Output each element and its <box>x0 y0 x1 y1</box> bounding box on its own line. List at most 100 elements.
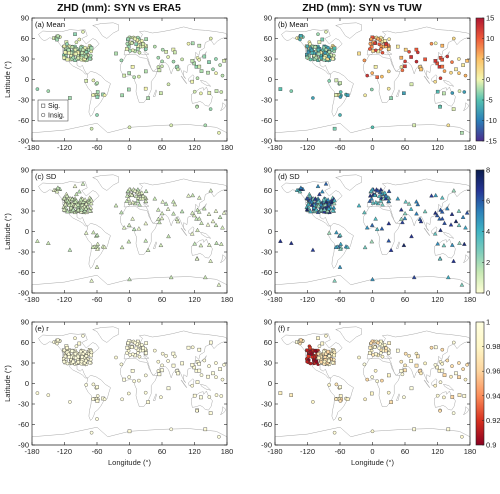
x-tick-label: -180 <box>24 143 39 152</box>
x-tick-label: 60 <box>401 447 409 456</box>
station-point <box>199 395 203 400</box>
coastline <box>462 102 470 112</box>
station-point <box>77 189 82 194</box>
station-point <box>316 32 320 36</box>
station-point <box>433 59 438 63</box>
station-point <box>433 383 437 388</box>
station-point <box>438 380 443 384</box>
station-point <box>370 125 375 130</box>
coastline <box>334 22 362 39</box>
station-point <box>83 230 89 235</box>
coastline <box>38 181 100 227</box>
station-point <box>327 50 332 54</box>
x-tick-label: -60 <box>335 295 346 304</box>
station-point <box>137 378 141 383</box>
station-point <box>383 193 389 198</box>
x-tick-label: -180 <box>24 295 39 304</box>
station-point <box>414 59 419 64</box>
station-point <box>214 57 218 61</box>
station-point <box>409 233 414 239</box>
station-point <box>89 46 94 51</box>
station-point <box>63 50 68 55</box>
station-point <box>440 43 445 48</box>
station-point <box>190 41 195 46</box>
station-point <box>369 45 374 49</box>
station-point <box>180 57 184 62</box>
station-point <box>88 201 94 206</box>
y-tick-label: 90 <box>21 14 29 23</box>
station-point <box>418 219 424 224</box>
y-axis-label: Latitude (°) <box>3 61 12 98</box>
station-point <box>143 198 149 203</box>
station-point <box>457 361 461 365</box>
station-point <box>119 362 124 367</box>
colorbar-tick-label: 0.92 <box>486 416 500 425</box>
station-point <box>326 45 330 50</box>
station-point <box>160 47 165 52</box>
station-point <box>131 352 135 357</box>
station-point <box>325 197 331 202</box>
legend-box <box>37 99 69 122</box>
coastline <box>38 333 100 379</box>
station-point <box>140 343 144 347</box>
station-point <box>326 349 330 354</box>
station-point <box>331 201 337 206</box>
y-tick-label: -60 <box>18 116 29 125</box>
station-point <box>379 351 383 355</box>
station-point <box>95 241 100 246</box>
station-point <box>450 395 455 399</box>
y-tick-label: 0 <box>268 379 272 388</box>
station-point <box>386 188 392 193</box>
marker-legend: Sig. Insig. <box>37 99 69 122</box>
station-point <box>169 123 173 128</box>
coastline <box>200 231 211 239</box>
station-point <box>88 56 92 61</box>
y-tick-label: -30 <box>261 400 272 409</box>
station-point <box>378 198 384 203</box>
station-point <box>129 192 135 197</box>
x-tick-label: 60 <box>158 143 166 152</box>
y-tick-label: 30 <box>21 359 29 368</box>
station-point <box>126 37 130 41</box>
y-tick-label: -60 <box>18 420 29 429</box>
station-point <box>460 214 466 219</box>
station-point <box>370 71 374 75</box>
coastline <box>123 330 228 383</box>
x-tick-label: -60 <box>92 447 103 456</box>
station-point <box>368 188 374 193</box>
station-point <box>332 126 337 131</box>
station-point <box>166 82 171 87</box>
station-point <box>451 258 456 263</box>
x-tick-label: 180 <box>464 143 477 152</box>
station-point <box>62 348 67 353</box>
coastline <box>363 357 401 407</box>
station-point <box>462 241 467 246</box>
station-point <box>370 391 374 396</box>
station-point <box>310 247 316 252</box>
station-point <box>79 55 84 60</box>
station-point <box>62 44 67 49</box>
station-point <box>331 56 335 61</box>
station-point <box>399 359 404 364</box>
station-point <box>400 68 405 73</box>
coastline <box>188 74 195 82</box>
station-point <box>305 348 310 353</box>
station-point <box>278 391 283 395</box>
station-point <box>363 397 367 402</box>
station-point <box>438 227 443 232</box>
station-point <box>387 47 391 51</box>
station-point <box>195 76 200 80</box>
station-point <box>434 213 440 218</box>
station-point <box>125 47 129 51</box>
station-point <box>70 196 75 201</box>
station-point <box>400 219 405 225</box>
station-point <box>450 60 454 64</box>
station-point <box>345 93 350 97</box>
station-point <box>83 45 87 50</box>
station-point <box>125 193 130 198</box>
station-point <box>130 41 134 45</box>
station-point <box>387 341 391 345</box>
station-point <box>130 369 135 373</box>
station-point <box>338 246 343 251</box>
colorbar-mean: 15 10 5 0 -5 -10 -15 <box>475 14 497 146</box>
